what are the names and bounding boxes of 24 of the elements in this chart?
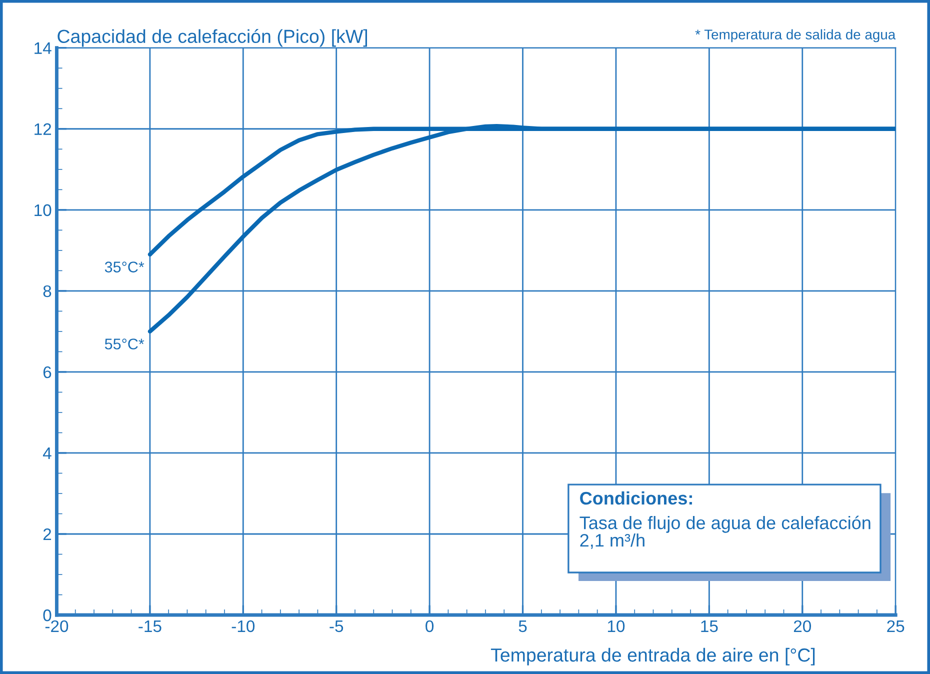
x-tick-label: -20 [45, 620, 68, 632]
x-tick-label: 10 [608, 620, 625, 632]
y-tick-label: 0 [43, 609, 52, 622]
series-label: 35°C* [104, 262, 144, 272]
x-tick-label: 25 [887, 620, 904, 632]
x-tick-label: -15 [138, 620, 162, 632]
y-tick-label: 12 [34, 123, 52, 135]
x-tick-label: 15 [701, 620, 718, 632]
y-tick-label: 6 [43, 366, 52, 378]
y-tick-label: 4 [42, 448, 52, 460]
x-tick-label: 0 [426, 620, 434, 632]
y-tick-label: 14 [34, 42, 52, 54]
y-axis-title: Capacidad de calefacción (Pico) [kW] [58, 29, 367, 47]
text: * Temperatura de salida de agua [695, 29, 896, 42]
x-tick-label: -10 [232, 620, 255, 632]
y-tick-label: 10 [34, 204, 52, 216]
annotation: Condiciones: Tasa de flujo de agua de calefacción 2,1 m³/h [580, 491, 870, 549]
series-label: 55°C* [104, 338, 144, 350]
x-tick-label: -5 [330, 620, 344, 632]
x-axis-title: Temperatura de entrada de aire en [°C] [490, 648, 815, 666]
y-tick-label: 2 [43, 528, 52, 540]
x-tick-label: 20 [794, 620, 811, 632]
x-tick-label: 5 [518, 620, 527, 632]
y-tick-label: 8 [43, 285, 52, 298]
